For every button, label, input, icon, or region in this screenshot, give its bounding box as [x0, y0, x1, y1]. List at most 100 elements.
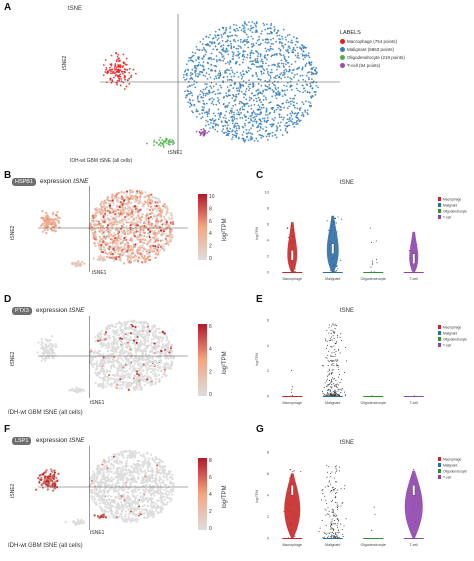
tsne-point — [214, 70, 217, 73]
tsne-point — [110, 323, 113, 326]
tsne-point — [151, 497, 154, 500]
tsne-point — [105, 326, 109, 330]
tsne-point — [238, 82, 241, 84]
tsne-point — [121, 504, 124, 507]
tsne-point — [281, 95, 284, 98]
tsne-point — [226, 130, 229, 133]
tsne-point — [271, 82, 274, 84]
tsne-point — [165, 139, 167, 142]
tsne-point — [124, 328, 127, 331]
tsne-point — [294, 60, 297, 63]
tsne-point — [228, 63, 231, 65]
tsne-point — [141, 327, 144, 330]
tsne-point — [128, 232, 131, 235]
tsne-point — [247, 69, 250, 72]
tsne-point — [127, 344, 130, 348]
tsne-point — [147, 353, 151, 357]
tsne-point — [103, 510, 106, 513]
tsne-point — [123, 363, 126, 366]
tsne-point — [110, 377, 113, 381]
tsne-point — [120, 224, 124, 227]
tsne-point — [135, 452, 138, 455]
tsne-point — [92, 216, 95, 220]
tsne-point — [111, 373, 114, 376]
tsne-point — [116, 208, 120, 211]
tsne-point — [129, 503, 132, 507]
tsne-point — [127, 327, 130, 330]
tsne-point — [302, 78, 305, 81]
tsne-point — [137, 345, 140, 348]
tsne-point — [273, 111, 276, 114]
tsne-point — [122, 81, 125, 84]
tsne-point — [120, 325, 123, 328]
tsne-point — [194, 86, 197, 89]
tsne-point — [143, 350, 147, 353]
tsne-point — [115, 223, 119, 226]
tsne-point — [127, 384, 130, 387]
tsne-point — [102, 240, 105, 243]
tsne-point — [291, 72, 293, 74]
tsne-point — [118, 380, 121, 383]
tsne-point — [149, 240, 152, 243]
tsne-point — [119, 329, 122, 333]
tsne-point — [300, 114, 303, 117]
tsne-point — [138, 464, 142, 468]
tsne-point — [107, 341, 110, 345]
tsne-point — [106, 72, 109, 75]
tsne-point — [253, 112, 256, 114]
tsne-point — [154, 490, 157, 493]
tsne-point — [260, 58, 263, 61]
tsne-point — [40, 343, 43, 346]
tsne-point — [139, 491, 142, 494]
tsne-point — [101, 258, 104, 261]
tsne-point — [121, 469, 125, 472]
tsne-point — [237, 111, 240, 114]
tsne-point — [147, 222, 150, 226]
tsne-point — [110, 233, 113, 236]
tsne-point — [239, 45, 242, 48]
tsne-point — [261, 104, 264, 106]
tsne-point — [130, 252, 133, 255]
tsne-point — [150, 453, 153, 456]
tsne-point — [256, 39, 259, 42]
panel-letter-d: D — [4, 294, 12, 305]
tsne-point — [98, 376, 102, 379]
tsne-point — [243, 108, 245, 111]
tsne-point — [230, 110, 232, 113]
tsne-point — [151, 250, 154, 253]
tsne-point — [94, 212, 97, 215]
tsne-point — [197, 75, 200, 78]
tsne-point — [112, 195, 116, 198]
tsne-point — [99, 336, 102, 340]
tsne-point — [308, 91, 311, 94]
tsne-point — [150, 502, 153, 505]
tsne-point — [292, 122, 295, 125]
tsne-point — [171, 221, 174, 224]
tsne-point — [120, 190, 123, 194]
tsne-point — [90, 229, 93, 232]
tsne-point — [52, 226, 56, 229]
tsne-point — [283, 76, 286, 79]
tsne-point — [139, 481, 143, 485]
tsne-point — [243, 29, 246, 32]
tsne-point — [254, 113, 257, 116]
tsne-point — [134, 325, 137, 329]
tsne-point — [138, 348, 141, 352]
tsne-point — [266, 139, 269, 141]
tsne-point — [124, 219, 127, 222]
tsne-point — [122, 496, 126, 500]
tsne-point — [115, 249, 118, 252]
tsne-point — [151, 351, 154, 354]
tsne-point — [102, 353, 105, 356]
tsne-point — [128, 206, 131, 210]
tsne-point — [51, 229, 54, 232]
tsne-point — [270, 42, 273, 45]
tsne-point — [152, 484, 155, 488]
tsne-point — [172, 489, 175, 492]
tsne-point — [121, 203, 124, 206]
tsne-point — [262, 68, 265, 70]
tsne-point — [269, 101, 272, 103]
tsne-point — [170, 217, 174, 220]
tsne-point — [119, 75, 122, 78]
tsne-point — [254, 59, 257, 62]
